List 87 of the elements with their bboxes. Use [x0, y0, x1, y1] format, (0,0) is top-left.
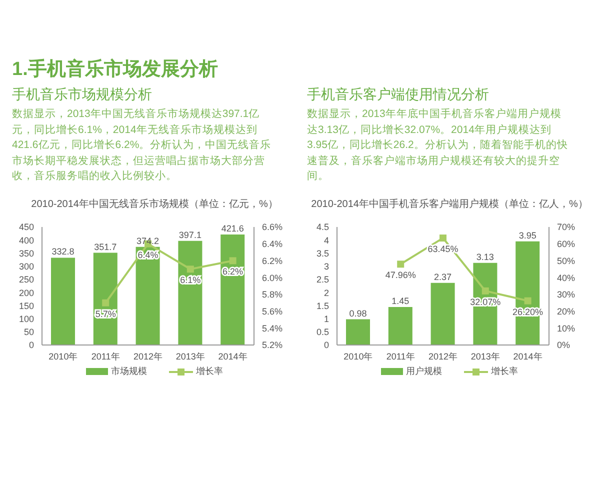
x-tick-label: 2011年	[386, 351, 415, 362]
y2-tick-label: 40%	[557, 272, 576, 283]
legend-label: 增长率	[491, 365, 518, 378]
y-tick-label: 0.5	[316, 327, 329, 338]
point	[186, 266, 194, 273]
point	[397, 260, 404, 268]
bar	[430, 282, 455, 345]
y2-tick-label: 6.2%	[262, 256, 283, 266]
data-label: 421.6	[221, 223, 244, 234]
x-tick-label: 2012年	[133, 351, 163, 362]
y2-tick-label: 5.6%	[262, 306, 283, 316]
x-tick-label: 2010年	[344, 351, 373, 362]
x-tick-label: 2013年	[470, 351, 500, 362]
y2-tick-label: 0%	[557, 340, 570, 350]
data-label: 2.37	[434, 272, 452, 282]
data-label: 374.2	[136, 236, 160, 246]
y-tick-label: 250	[18, 274, 34, 285]
x-tick-label: 2013年	[176, 351, 205, 362]
bar	[346, 319, 370, 345]
x-tick-label: 2012年	[428, 351, 458, 362]
y2-tick-label: 6.0%	[262, 272, 283, 283]
data-label: 6.4%	[138, 250, 158, 260]
y2-tick-label: 5.4%	[262, 323, 283, 334]
y-tick-label: 150	[18, 300, 34, 311]
y-tick-label: 0	[324, 340, 329, 350]
bar	[388, 306, 412, 345]
y-tick-label: 2.5	[316, 274, 329, 285]
y-tick-label: 50	[24, 327, 34, 338]
y2-tick-label: 30%	[557, 290, 576, 300]
data-label: 397.1	[178, 230, 202, 240]
data-label: 0.98	[349, 308, 367, 318]
bar	[136, 246, 160, 345]
y-tick-label: 0	[28, 340, 34, 350]
y-tick-label: 400	[18, 235, 34, 246]
y2-tick-label: 5.8%	[262, 290, 283, 300]
y-tick-label: 100	[18, 314, 34, 324]
data-label: 5.7%	[95, 308, 116, 319]
y2-tick-label: 60%	[557, 239, 576, 250]
data-label: 351.7	[94, 242, 117, 252]
x-tick-label: 2011年	[91, 351, 120, 362]
y-tick-label: 4	[324, 235, 329, 246]
chart-subtitle: 手机音乐客户端使用情况分析	[307, 86, 490, 104]
point	[524, 297, 532, 304]
bar	[51, 258, 75, 345]
y-tick-label: 1	[324, 314, 329, 324]
legend-label: 用户规模	[406, 365, 442, 378]
data-label: 47.96%	[385, 270, 416, 280]
y2-tick-label: 5.2%	[262, 340, 283, 350]
point	[482, 287, 489, 294]
data-label: 6.2%	[222, 266, 244, 277]
chart-subtitle: 手机音乐市场规模分析	[12, 86, 153, 104]
point	[102, 299, 110, 306]
y-tick-label: 4.5	[316, 222, 329, 232]
y2-tick-label: 6.4%	[262, 239, 283, 250]
y-tick-label: 300	[18, 262, 34, 272]
data-label: 3.13	[476, 252, 494, 262]
data-label: 6.1%	[180, 275, 201, 286]
y2-tick-label: 6.6%	[262, 222, 283, 232]
y2-tick-label: 10%	[557, 323, 576, 334]
y-tick-label: 3	[324, 262, 329, 272]
x-tick-label: 2014年	[513, 351, 542, 362]
chart-title: 2010-2014年中国手机音乐客户端用户规模（单位：亿人，%）	[310, 198, 589, 211]
bar	[220, 234, 245, 345]
y2-tick-label: 50%	[557, 256, 576, 266]
legend-label: 市场规模	[111, 365, 147, 378]
bar	[178, 240, 202, 345]
legend-label: 增长率	[196, 365, 223, 378]
y-tick-label: 3.5	[316, 248, 329, 258]
data-label: 1.45	[392, 296, 410, 306]
y-tick-label: 1.5	[316, 300, 329, 311]
y-tick-label: 450	[18, 222, 34, 232]
data-label: 3.95	[518, 230, 536, 240]
y-tick-label: 200	[18, 288, 34, 298]
x-tick-label: 2010年	[48, 351, 78, 362]
y2-tick-label: 20%	[557, 306, 576, 316]
point	[440, 234, 446, 242]
y2-tick-label: 70%	[557, 222, 576, 232]
text: 1.手机音乐市场发展分析	[12, 58, 219, 82]
text: 数据显示，2013年年底中国手机音乐客户端用户规模达3.13亿，同比增长32.07%。2014年用户规模达到3.95亿，同比增长26.2。分析认为，随着智能手机的快速普及，音乐客户端市场用户规模还有较大的提升空间。	[307, 107, 569, 184]
x-tick-label: 2014年	[218, 351, 248, 362]
data-label: 332.8	[52, 246, 74, 257]
text: 数据显示，2013年中国无线音乐市场规模达397.1亿元，同比增长6.1%，2014年无线音乐市场规模达到421.6亿元，同比增长6.2%。分析认为，中国无线音乐市场长期平稳发展状态，但运营唱占据市场大部分营收，音乐服务唱的收入比例较小。	[12, 107, 272, 184]
bar	[93, 252, 118, 345]
y-tick-label: 2	[324, 288, 329, 298]
point	[229, 257, 236, 264]
chart-title: 2010-2014年中国无线音乐市场规模（单位：亿元，%）	[30, 198, 279, 211]
y-tick-label: 350	[18, 248, 34, 258]
